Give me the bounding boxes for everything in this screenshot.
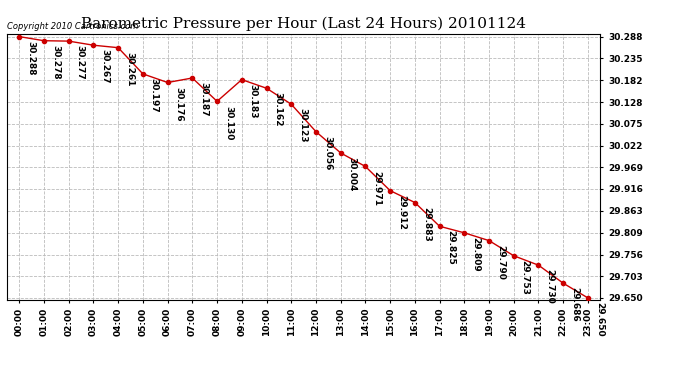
Text: 30.130: 30.130 xyxy=(224,105,233,140)
Text: 30.176: 30.176 xyxy=(175,87,184,121)
Text: 29.686: 29.686 xyxy=(570,287,579,322)
Text: 30.056: 30.056 xyxy=(323,136,332,170)
Text: 29.790: 29.790 xyxy=(496,245,505,280)
Text: 30.261: 30.261 xyxy=(125,52,134,86)
Text: 29.912: 29.912 xyxy=(397,195,406,230)
Text: 29.825: 29.825 xyxy=(446,230,455,265)
Text: 30.267: 30.267 xyxy=(100,50,110,84)
Text: 30.288: 30.288 xyxy=(26,41,35,75)
Text: 29.971: 29.971 xyxy=(373,171,382,206)
Title: Barometric Pressure per Hour (Last 24 Hours) 20101124: Barometric Pressure per Hour (Last 24 Ho… xyxy=(81,17,526,31)
Text: 30.278: 30.278 xyxy=(51,45,60,80)
Text: 29.650: 29.650 xyxy=(595,302,604,337)
Text: 29.809: 29.809 xyxy=(471,237,480,272)
Text: 29.883: 29.883 xyxy=(422,207,431,242)
Text: Copyright 2010 Cartronics.com: Copyright 2010 Cartronics.com xyxy=(7,22,138,31)
Text: 30.123: 30.123 xyxy=(298,108,307,143)
Text: 30.183: 30.183 xyxy=(248,84,258,118)
Text: 30.277: 30.277 xyxy=(76,45,85,80)
Text: 30.187: 30.187 xyxy=(199,82,208,117)
Text: 29.730: 29.730 xyxy=(545,269,555,304)
Text: 30.004: 30.004 xyxy=(348,157,357,192)
Text: 29.753: 29.753 xyxy=(521,260,530,295)
Text: 30.197: 30.197 xyxy=(150,78,159,113)
Text: 30.162: 30.162 xyxy=(273,92,282,127)
